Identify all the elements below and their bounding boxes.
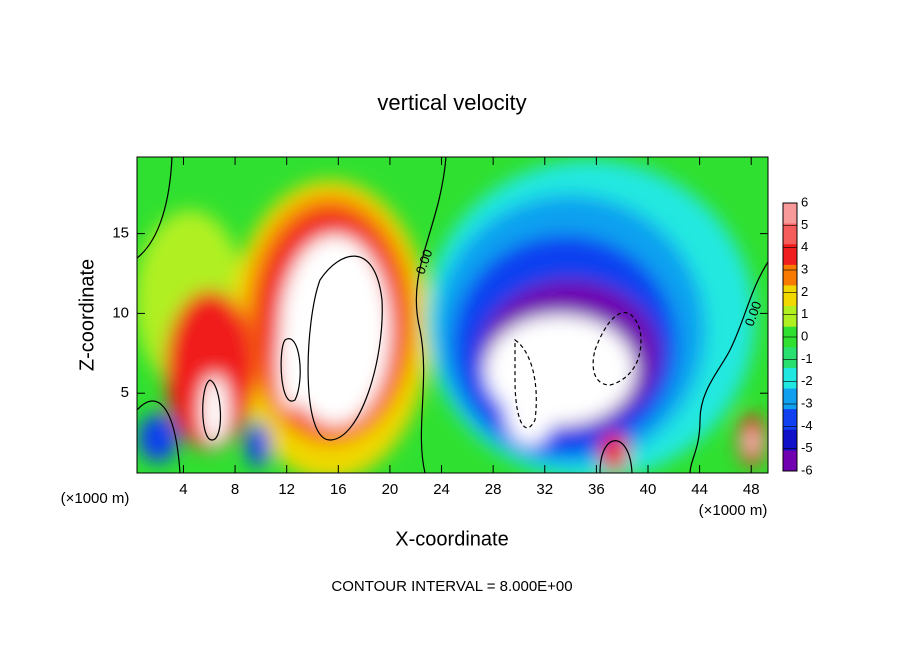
x-tick-label: 24 xyxy=(433,481,450,498)
colorbar-swatch xyxy=(783,450,797,472)
x-tick-label: 20 xyxy=(382,481,399,498)
colorbar-tick-label: 2 xyxy=(801,284,808,299)
plot-frame xyxy=(136,156,769,474)
colorbar-swatch xyxy=(783,203,797,225)
x-tick-label: 36 xyxy=(588,481,605,498)
colorbar-swatch xyxy=(783,367,797,390)
colorbar-tick-label: 6 xyxy=(801,194,808,209)
colorbar-swatch xyxy=(783,223,797,245)
colorbar-tick-label: 0 xyxy=(801,328,808,343)
colorbar-swatch xyxy=(783,347,797,369)
colorbar-swatch xyxy=(783,429,797,451)
colorbar-tick-label: -3 xyxy=(801,395,813,410)
annotation: CONTOUR INTERVAL = 8.000E+00 xyxy=(331,578,572,595)
x-tick-label: 16 xyxy=(330,481,347,498)
colorbar-swatch xyxy=(783,409,797,431)
x-tick-label: 40 xyxy=(640,481,657,498)
colorbar-tick-label: -5 xyxy=(801,440,813,455)
x-tick-label: 44 xyxy=(691,481,708,498)
colorbar-swatch xyxy=(783,388,797,410)
chart-title: vertical velocity xyxy=(377,90,526,115)
colorbar-tick-label: -1 xyxy=(801,351,813,366)
colorbar-swatch xyxy=(783,244,797,266)
colorbar-tick-label: 3 xyxy=(801,261,808,276)
colorbar-tick-label: 5 xyxy=(801,217,808,232)
colorbar-tick-label: -2 xyxy=(801,373,813,388)
x-tick-label: 12 xyxy=(278,481,295,498)
x-tick-label: 28 xyxy=(485,481,502,498)
colorbar-tick-label: 1 xyxy=(801,306,808,321)
colorbar-tick-label: -4 xyxy=(801,418,813,433)
x-tick-label: 48 xyxy=(743,481,760,498)
x-tick-label: 4 xyxy=(179,481,187,498)
x-tick-label: 32 xyxy=(536,481,553,498)
y-axis-label: Z-coordinate xyxy=(76,259,98,371)
x-unit-label: (×1000 m) xyxy=(699,502,768,519)
colorbar-swatch xyxy=(783,264,797,286)
colorbar-swatch xyxy=(783,285,797,307)
colorbar-tick-label: 4 xyxy=(801,239,808,254)
x-tick-label: 8 xyxy=(231,481,239,498)
x-axis-label: X-coordinate xyxy=(395,528,508,550)
y-tick-label: 10 xyxy=(112,304,129,321)
colorbar-swatch xyxy=(783,306,797,328)
colorbar-tick-label: -6 xyxy=(801,462,813,477)
x-unit-label: (×1000 m) xyxy=(61,490,130,507)
field xyxy=(137,157,768,473)
y-tick-label: 5 xyxy=(121,384,129,401)
y-tick-label: 15 xyxy=(112,225,129,242)
